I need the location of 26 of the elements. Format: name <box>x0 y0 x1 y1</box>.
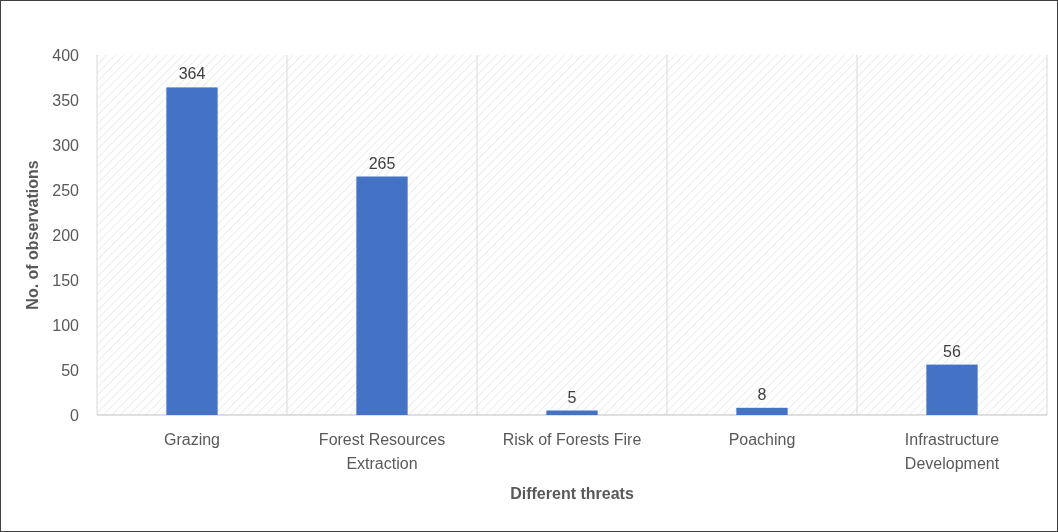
bar <box>546 410 598 415</box>
data-label: 56 <box>943 342 961 360</box>
y-tick-label: 150 <box>52 271 80 289</box>
data-label: 364 <box>178 65 206 83</box>
data-label: 8 <box>757 385 767 403</box>
y-tick-label: 50 <box>61 361 80 379</box>
x-tick-label: Poaching <box>728 431 796 448</box>
y-tick-label: 250 <box>52 181 80 199</box>
x-tick-label: Grazing <box>163 431 221 448</box>
y-tick-label: 350 <box>52 91 80 109</box>
data-label: 5 <box>567 388 577 406</box>
y-tick-label: 100 <box>52 316 80 334</box>
x-axis-title: Different threats <box>510 485 634 502</box>
bar <box>926 364 978 415</box>
y-tick-label: 200 <box>52 226 80 244</box>
y-axis-title: No. of observations <box>24 160 41 310</box>
y-tick-label: 400 <box>52 46 80 64</box>
x-tick-label: Infrastructure Development <box>904 431 1000 472</box>
bar <box>356 176 408 415</box>
data-label: 265 <box>368 154 396 172</box>
x-tick-label: Risk of Forests Fire <box>502 431 642 448</box>
y-tick-label: 300 <box>52 136 80 154</box>
x-tick-label: Forest Resources Extraction <box>318 431 446 472</box>
y-tick-label: 0 <box>70 406 80 424</box>
bar <box>166 87 218 415</box>
bar <box>736 407 788 415</box>
